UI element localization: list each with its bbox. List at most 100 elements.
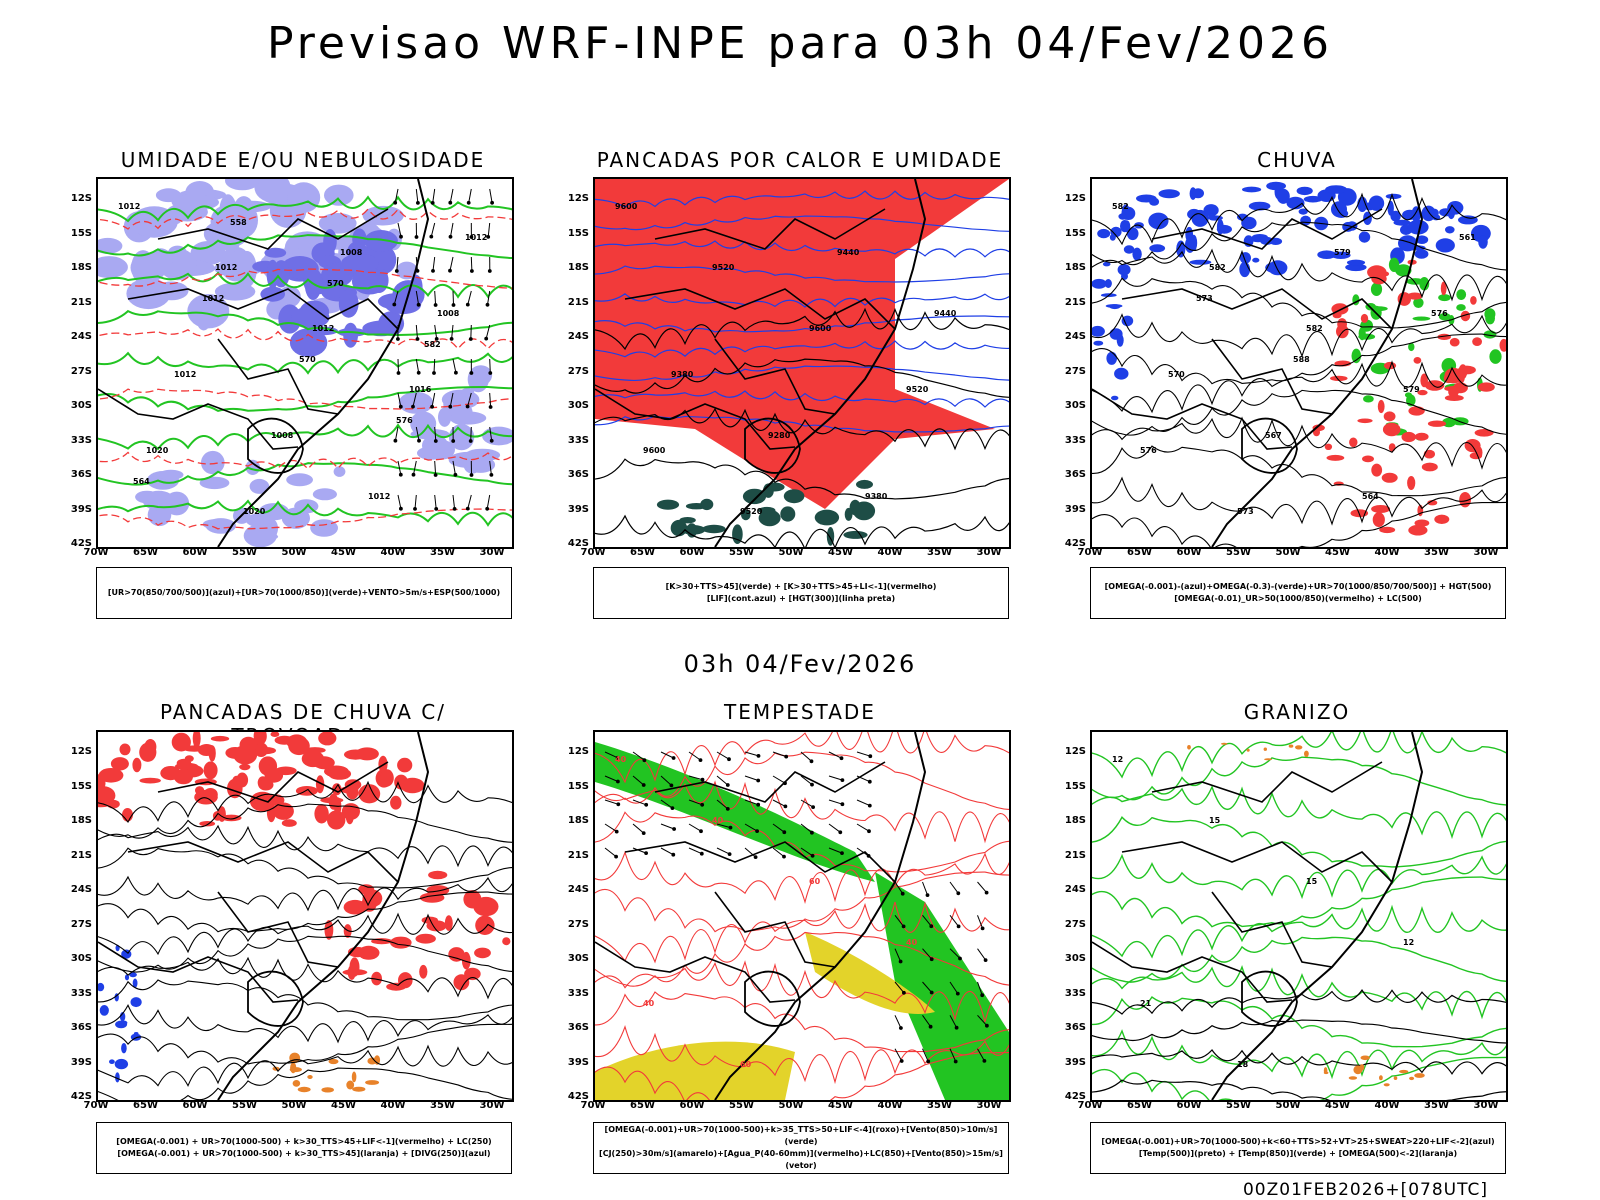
lat-tick-label: 36S [1064,469,1086,480]
omega-red-area [1312,259,1506,536]
lon-tick-label: 40W [380,1100,406,1111]
lif-contour [595,365,1009,382]
longitude-axis: 70W 65W 60W 55W 50W 45W 40W 35W 30W [84,1100,510,1114]
lat-tick-label: 33S [1064,434,1086,446]
contour-label: 9520 [906,385,929,394]
lif-contour [595,190,1009,208]
lon-tick-label: 45W [1325,547,1350,558]
coastline-borders [595,732,927,1100]
lon-tick-label: 35W [927,1100,952,1111]
legend-line: [K>30+TTS>45](verde) + [K>30+TTS>45+LI<-… [665,582,937,591]
lat-tick-label: 39S [567,1056,589,1068]
lif-contour [595,340,1009,358]
thickness-contour [98,451,512,471]
lat-tick-label: 18S [567,815,589,826]
streamline [98,847,512,889]
lon-tick-label: 40W [877,547,903,558]
lat-tick-label: 30S [567,953,589,964]
legend-line: [OMEGA(-0.001)+UR>70(1000-500)+k>35_TTS>… [604,1125,998,1146]
contour-label: 21 [1140,999,1152,1008]
contour-label: 9600 [643,446,666,455]
lon-tick-label: 60W [1176,547,1202,558]
divergence-area [98,944,142,1083]
contour-label: 1008 [437,309,460,318]
lat-tick-label: 12S [1064,746,1086,757]
lon-tick-label: 50W [778,547,804,558]
tts-orange-area [272,1052,381,1093]
contour-label: 1008 [271,431,294,440]
k-tts-area [656,479,876,546]
lon-tick-label: 50W [1275,547,1301,558]
legend-line: [OMEGA(-0.001) + UR>70(1000-500) + k>30_… [117,1149,491,1158]
streamline [98,803,512,843]
contour-label: 1012 [465,233,487,242]
lat-tick-label: 21S [70,849,92,861]
latitude-axis: 12S 15S 18S 21S 24S 27S 30S 33S 36S 39S 42S [1056,177,1086,549]
omega-500-area-north [1187,742,1309,761]
lat-tick-label: 33S [70,987,92,999]
contour-label: 1020 [243,507,266,516]
hgt-300-contour [595,358,1009,398]
latitude-axis: 12S 15S 18S 21S 24S 27S 30S 33S 36S 39S 42S [559,177,589,549]
lat-tick-label: 18S [1064,262,1086,273]
panel-legend: [OMEGA(-0.001)+UR>70(1000-500)+k<60+TTS>… [1090,1122,1506,1174]
lat-tick-label: 42S [567,1091,589,1102]
longitude-axis: 70W 65W 60W 55W 50W 45W 40W 35W 30W [84,547,510,561]
hgt-500-contour [1092,476,1506,526]
contour-label: 9380 [865,492,888,501]
contour-label: 579 [1403,385,1420,394]
coastline-borders [98,179,430,547]
contour-label: 60 [740,1060,752,1069]
contour-label: 570 [299,355,316,364]
lon-tick-label: 40W [380,547,406,558]
lat-tick-label: 15S [567,780,589,792]
lon-tick-label: 65W [133,1100,158,1111]
lon-tick-label: 60W [182,547,208,558]
panel-title: CHUVA [1257,148,1337,172]
humidity-850-contour [98,195,512,223]
temp-850-contour [1092,936,1506,983]
contour-label: 570 [327,279,344,288]
lon-tick-label: 45W [331,1100,356,1111]
contour-label: 582 [1306,324,1323,333]
streamline [98,1044,512,1087]
lat-tick-label: 36S [1064,1022,1086,1033]
temp-850-contour [1092,785,1506,840]
temp-850-contour [1092,1029,1506,1080]
temp-850-contour [1092,816,1506,868]
lat-tick-label: 21S [70,296,92,308]
lon-tick-label: 30W [479,1100,505,1111]
panel-legend: [UR>70(850/700/500)](azul)+[UR>70(1000/8… [96,567,512,619]
lon-tick-label: 60W [679,547,705,558]
lon-tick-label: 65W [630,547,655,558]
lon-tick-label: 35W [430,1100,455,1111]
instability-area [595,179,1009,509]
lat-tick-label: 42S [1064,1091,1086,1102]
lon-tick-label: 45W [828,547,853,558]
contour-label: 9380 [671,370,694,379]
lon-tick-label: 35W [430,547,455,558]
temp-500-contour [1092,1049,1506,1075]
lat-tick-label: 33S [567,987,589,999]
temp-850-contour [1092,876,1506,928]
streamline [98,875,512,912]
precipitable-water-contour [595,780,1009,844]
lat-tick-label: 33S [70,434,92,446]
streamline [98,956,512,1000]
legend-line: [OMEGA(-0.01)_UR>50(1000/850)(vermelho) … [1174,594,1422,603]
contour-label: 9600 [809,324,832,333]
humidity-850-contour [98,386,512,412]
latitude-axis: 12S 15S 18S 21S 24S 27S 30S 33S 36S 39S 42S [1056,730,1086,1102]
lat-tick-label: 15S [70,227,92,239]
lif-contour [595,215,1009,232]
streamline [98,979,512,1021]
contour-label: 40 [643,999,655,1008]
lon-tick-label: 50W [1275,1100,1301,1111]
lat-tick-label: 36S [70,469,92,480]
contour-label: 573 [1237,507,1254,516]
map-panel: 582 582 582 579 576 573 579 576 570 567 564 561 573 5… [1090,177,1508,549]
coastline-borders [1092,179,1424,547]
lon-tick-label: 65W [630,1100,655,1111]
contour-label: 12 [1403,938,1414,947]
lon-tick-label: 50W [281,547,307,558]
